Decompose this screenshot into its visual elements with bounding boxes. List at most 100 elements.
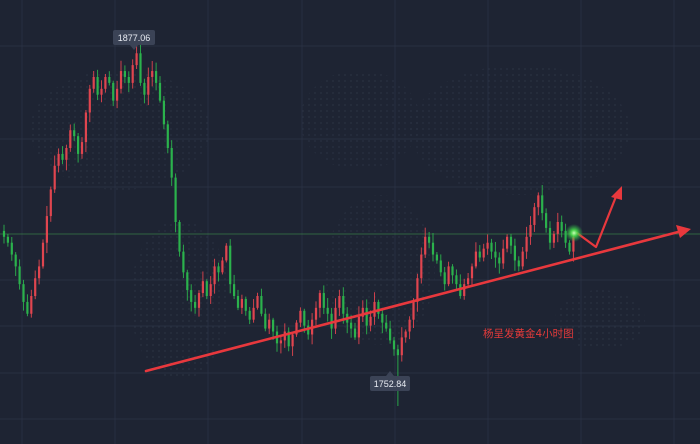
candle-body [45,216,48,243]
candle-body [338,296,341,308]
candle-body [213,266,216,285]
candle-body [69,130,72,148]
candle-body [490,242,493,252]
high-price-text: 1877.06 [118,33,151,43]
candle-body [244,298,247,311]
candle-body [373,301,376,317]
candle-body [455,275,458,285]
candle-body [252,307,255,320]
candle-body [209,284,212,296]
candle-body [533,207,536,225]
candle-body [104,76,107,89]
candle-body [482,248,485,258]
candle-body [552,233,555,243]
candle-body [170,148,173,178]
trendline [144,225,691,373]
candle-body [353,328,357,338]
candle-body [502,248,505,264]
candle-body [377,301,380,314]
candle-body [201,281,204,294]
candle-body [545,213,548,228]
candle-body [408,319,411,332]
candle-body [431,242,435,255]
candle-body [217,266,220,273]
chart-annotation: 杨呈发黄金4小时图 [483,327,574,340]
candle-body [330,313,333,329]
candle-body [428,236,431,243]
candle-body [404,331,407,338]
candle-body [65,148,68,160]
candle-body [451,266,454,276]
candle-body [424,236,427,255]
candle-body [155,71,158,83]
candle-body [272,319,275,332]
projection-arrowhead [611,186,622,200]
candle-body [18,266,21,285]
candle-body [80,142,84,154]
candle-body [560,222,563,231]
candle-body [221,260,224,273]
candle-body [494,251,497,258]
candle-body [22,284,25,302]
candle-body [88,88,91,113]
candle-body [498,257,501,264]
candle-body [256,296,259,308]
candle-body [369,316,372,326]
candle-body [509,236,513,246]
candle-body [240,298,243,308]
candle-body [14,254,17,267]
candle-body [166,124,169,148]
candle-body [396,349,399,356]
candle-body [229,245,232,285]
candle-body [556,222,559,234]
candle-body [385,322,388,329]
candle-body [178,222,181,252]
candle-body [318,293,321,308]
candle-body [381,313,384,323]
candle-body [30,296,33,314]
candle-body [486,242,489,249]
candle-body [100,88,103,95]
candle-body [151,71,154,77]
world-map-texture [30,65,645,380]
current-price-glow [565,224,583,242]
candle-body [108,76,111,83]
candle-body [435,254,438,261]
candle-body [162,100,165,125]
candle-body [123,71,126,77]
candle-body [439,260,442,273]
candle-body [287,331,290,347]
candle-body [416,278,419,302]
candle-body [6,236,9,243]
candle-body [322,293,325,308]
candle-body [119,71,123,89]
candle-body [529,224,532,237]
candle-body [506,236,509,249]
candle-body [57,153,60,166]
candle-body [260,296,263,314]
candle-body [299,310,302,323]
candle-body [537,195,540,208]
candle-body [443,272,446,285]
candle-body [73,130,76,137]
candles [2,38,575,406]
candle-body [291,334,294,347]
candle-body [463,284,466,296]
candle-body [392,340,396,350]
candle-body [190,290,193,302]
candle-body [350,322,353,329]
candle-body [127,76,130,83]
candle-body [131,65,134,83]
candle-body [467,278,470,285]
low-price-text: 1752.84 [374,379,407,389]
candle-body [412,301,415,320]
candle-body [334,307,337,329]
candle-body [568,242,571,252]
candle-body [49,189,52,217]
candle-body [400,337,403,356]
candle-body [38,266,41,279]
candle-body [303,310,306,326]
candle-body [84,112,87,143]
candle-body [236,296,240,308]
candle-body [357,316,360,338]
